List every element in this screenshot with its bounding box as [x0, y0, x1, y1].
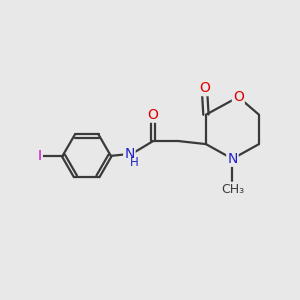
Text: H: H: [130, 156, 139, 169]
Text: O: O: [148, 108, 158, 122]
Text: I: I: [38, 149, 42, 163]
Text: CH₃: CH₃: [221, 183, 244, 196]
Text: N: N: [227, 152, 238, 166]
Text: O: O: [199, 81, 210, 95]
Text: N: N: [124, 147, 135, 161]
Text: O: O: [233, 90, 244, 104]
